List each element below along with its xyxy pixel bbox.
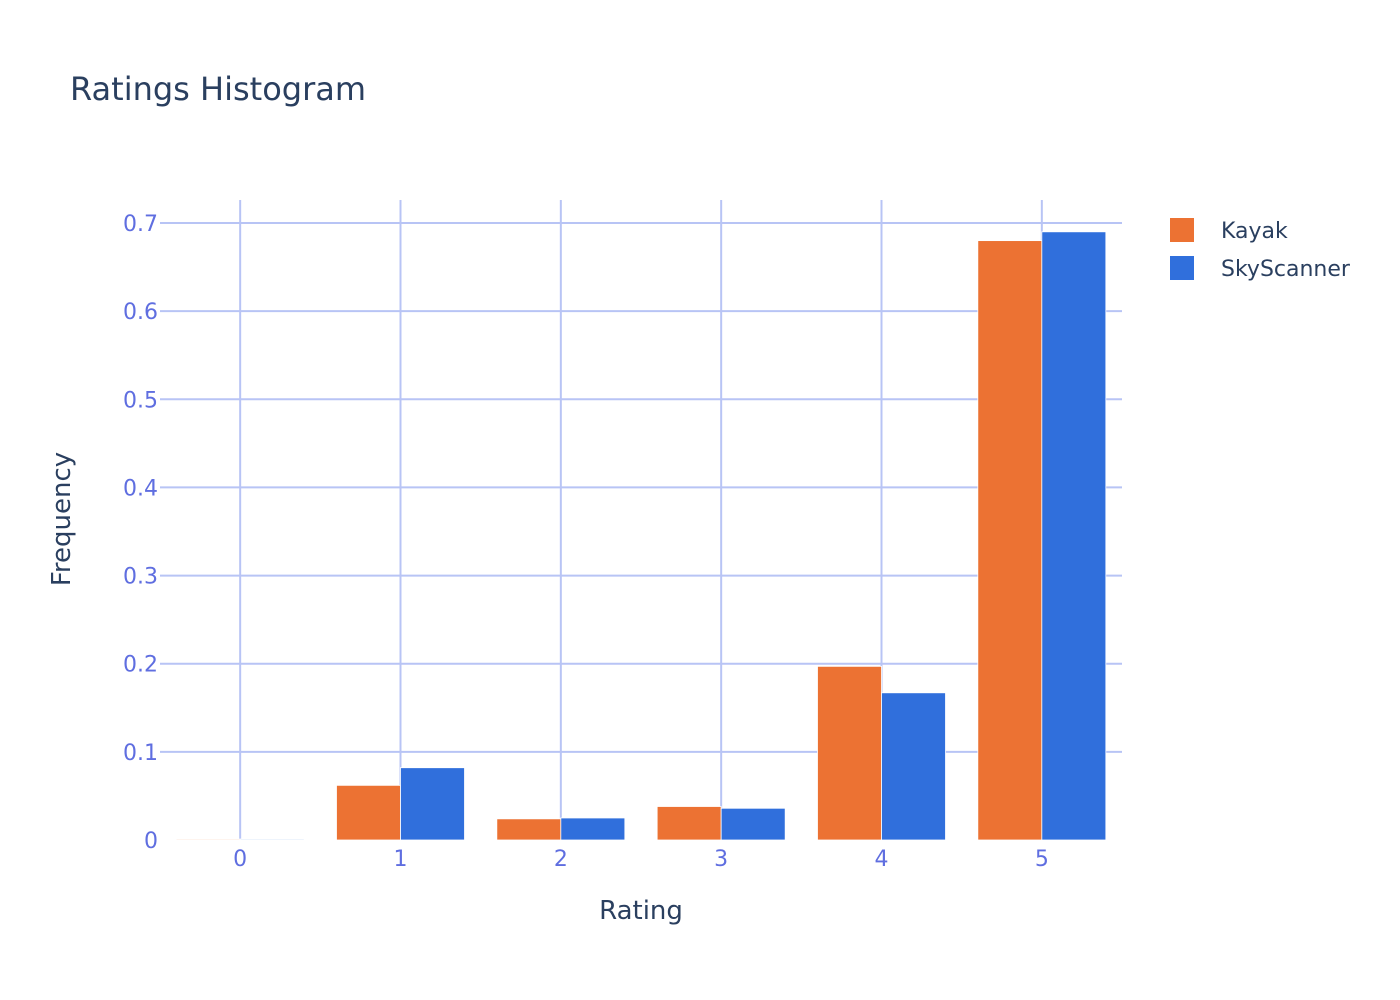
x-tick-label: 1 [394,847,408,872]
y-tick-label: 0.7 [123,212,158,237]
bar-skyscanner-3[interactable] [720,807,786,841]
x-tick-label: 4 [875,847,889,872]
legend-item-skyscanner[interactable]: SkyScanner [1170,256,1351,282]
bar-kayak-5[interactable] [977,240,1043,841]
y-axis-ticks: 0 0.1 0.2 0.3 0.4 0.5 0.6 0.7 [123,212,158,854]
bar-skyscanner-0[interactable] [239,838,305,841]
y-tick-label: 0.5 [123,388,158,413]
legend-label: SkyScanner [1221,257,1351,282]
bar-skyscanner-1[interactable] [400,767,465,841]
legend-swatch [1170,218,1194,242]
x-tick-label: 0 [233,847,247,872]
y-tick-label: 0.1 [123,741,158,766]
bar-kayak-4[interactable] [817,665,882,841]
x-tick-label: 5 [1035,847,1049,872]
bar-kayak-2[interactable] [496,818,562,841]
bar-kayak-1[interactable] [336,784,401,841]
bar-kayak-3[interactable] [656,806,722,841]
y-tick-label: 0.2 [123,653,158,678]
legend[interactable]: Kayak SkyScanner [1170,218,1351,282]
x-tick-label: 2 [554,847,568,872]
chart-title: Ratings Histogram [70,70,366,108]
bar-kayak-0[interactable] [175,838,241,841]
legend-label: Kayak [1221,219,1288,244]
x-tick-label: 3 [714,847,728,872]
bar-skyscanner-4[interactable] [881,692,946,841]
bars [175,231,1107,841]
bar-skyscanner-2[interactable] [560,817,626,841]
x-axis-title: Rating [599,896,683,926]
y-tick-label: 0.3 [123,565,158,590]
legend-swatch [1170,256,1194,280]
y-tick-label: 0.4 [123,476,158,501]
y-tick-label: 0.6 [123,300,158,325]
horizontal-gridlines [160,222,1122,753]
y-axis-title: Frequency [47,452,77,586]
legend-item-kayak[interactable]: Kayak [1170,218,1288,244]
bar-skyscanner-5[interactable] [1041,231,1107,841]
y-tick-label: 0 [144,829,158,854]
x-axis-ticks: 0 1 2 3 4 5 [233,847,1049,872]
